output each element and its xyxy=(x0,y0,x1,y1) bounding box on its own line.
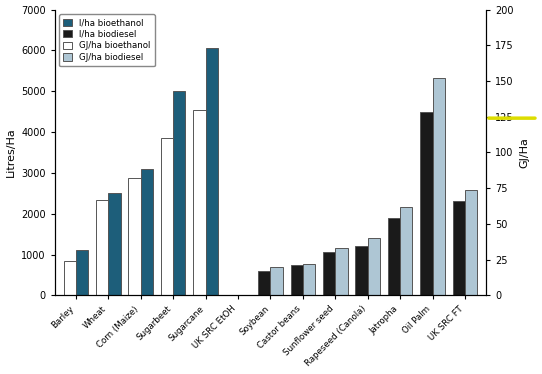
Bar xyxy=(128,178,141,295)
Bar xyxy=(291,265,303,295)
Bar xyxy=(323,252,335,295)
Bar xyxy=(258,271,270,295)
Y-axis label: Litres/Ha: Litres/Ha xyxy=(5,128,16,177)
Bar xyxy=(205,48,218,295)
Bar xyxy=(433,78,445,295)
Bar xyxy=(453,202,465,295)
Bar xyxy=(335,248,347,295)
Bar xyxy=(388,218,400,295)
Bar xyxy=(193,110,205,295)
Bar xyxy=(141,169,153,295)
Bar xyxy=(108,193,120,295)
Bar xyxy=(400,207,412,295)
Bar xyxy=(270,267,283,295)
Bar xyxy=(367,238,380,295)
Bar xyxy=(303,264,315,295)
Bar xyxy=(420,111,433,295)
Y-axis label: GJ/Ha: GJ/Ha xyxy=(519,137,529,168)
Legend: l/ha bioethanol, l/ha biodiesel, GJ/ha bioethanol, GJ/ha biodiesel: l/ha bioethanol, l/ha biodiesel, GJ/ha b… xyxy=(59,14,154,66)
Bar xyxy=(76,251,88,295)
Bar xyxy=(63,261,76,295)
Bar xyxy=(465,190,478,295)
Bar xyxy=(161,138,173,295)
Bar xyxy=(96,200,108,295)
Bar xyxy=(173,91,185,295)
Bar xyxy=(356,246,367,295)
